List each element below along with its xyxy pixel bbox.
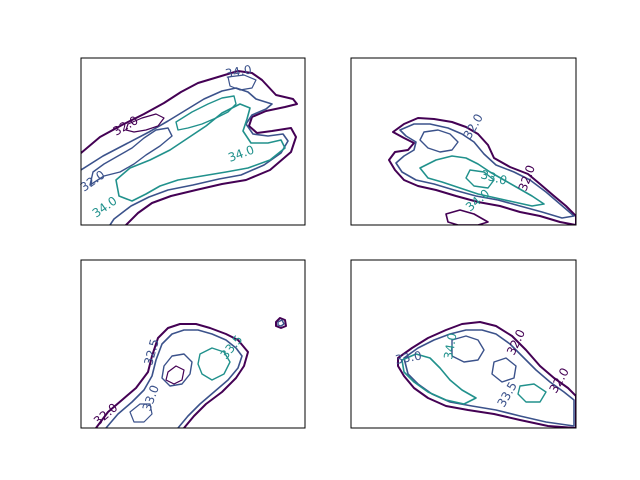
contour-inner-4 bbox=[125, 113, 165, 133]
contour-mid bbox=[403, 329, 575, 427]
contour-inner-2 bbox=[197, 347, 231, 381]
contour-inner-4 bbox=[129, 403, 153, 423]
contour-inner-2 bbox=[451, 335, 485, 363]
axes-frame bbox=[80, 259, 306, 429]
contour-island-inner bbox=[277, 319, 285, 327]
axes-frame bbox=[350, 57, 577, 226]
contour-mid bbox=[105, 329, 243, 428]
contour-outer bbox=[81, 70, 298, 225]
panel-bottom-left: 32.0 32.5 33.0 33.5 bbox=[80, 259, 306, 429]
contour-mid bbox=[395, 123, 575, 219]
axes-frame bbox=[350, 259, 577, 429]
contour-label: 32.0 bbox=[460, 111, 485, 141]
contour-label: 32.0 bbox=[78, 168, 108, 195]
contour-inner bbox=[401, 353, 477, 405]
contour-label: 32.0 bbox=[546, 365, 571, 395]
contour-inner bbox=[419, 155, 545, 207]
axes-frame bbox=[80, 57, 306, 226]
panel-bottom-right: 32.0 32.0 33.0 34.0 33.5 bbox=[350, 259, 577, 429]
contour-label: 34.0 bbox=[441, 332, 459, 361]
contour-label: 33.0 bbox=[394, 349, 423, 367]
contour-label: 34.0 bbox=[90, 194, 120, 221]
contour-inner-4 bbox=[517, 383, 547, 403]
contour-label: 33.0 bbox=[479, 167, 508, 187]
contour-inner-2 bbox=[419, 129, 459, 153]
contour-inner-3 bbox=[165, 365, 185, 385]
contour-label: 32.0 bbox=[516, 163, 538, 193]
contour-label: 34.0 bbox=[226, 143, 256, 165]
contour-outer bbox=[95, 323, 249, 428]
contour-outer bbox=[388, 117, 576, 225]
contour-label: 32.5 bbox=[141, 337, 161, 366]
contour-island-outer bbox=[275, 317, 287, 329]
contour-inner bbox=[115, 103, 286, 202]
contour-inner-2 bbox=[89, 127, 173, 186]
panel-top-left: 32.0 32.0 34.0 34.0 34.0 bbox=[78, 57, 306, 226]
contour-inner-3 bbox=[491, 357, 517, 383]
contour-inner bbox=[161, 353, 193, 387]
contour-inner-3 bbox=[175, 95, 237, 131]
contour-inner-3 bbox=[465, 169, 495, 189]
contour-label: 32.0 bbox=[504, 327, 528, 357]
contour-inner-5 bbox=[227, 74, 257, 91]
contour-inner-4 bbox=[445, 209, 489, 225]
panel-top-right: 32.0 32.0 33.0 34.0 bbox=[350, 57, 577, 226]
contour-outer bbox=[397, 321, 576, 428]
contour-label: 34.0 bbox=[224, 63, 253, 81]
contour-label: 33.5 bbox=[494, 379, 519, 409]
contour-label: 33.0 bbox=[140, 383, 162, 413]
